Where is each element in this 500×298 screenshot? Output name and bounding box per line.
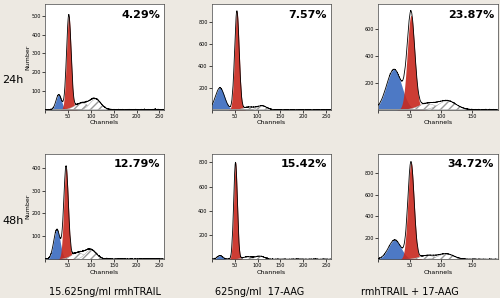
Y-axis label: Number: Number bbox=[25, 194, 30, 219]
Text: 7.57%: 7.57% bbox=[288, 10, 327, 20]
Text: 15.625ng/ml rmhTRAIL: 15.625ng/ml rmhTRAIL bbox=[49, 286, 161, 297]
Text: 34.72%: 34.72% bbox=[448, 159, 494, 169]
X-axis label: Channels: Channels bbox=[424, 120, 452, 125]
Text: 24h: 24h bbox=[2, 75, 24, 86]
Text: 15.42%: 15.42% bbox=[281, 159, 327, 169]
X-axis label: Channels: Channels bbox=[256, 270, 286, 275]
X-axis label: Channels: Channels bbox=[90, 270, 119, 275]
Text: 23.87%: 23.87% bbox=[448, 10, 494, 20]
X-axis label: Channels: Channels bbox=[90, 120, 119, 125]
Text: rmhTRAIL + 17-AAG: rmhTRAIL + 17-AAG bbox=[361, 286, 459, 297]
Text: 4.29%: 4.29% bbox=[122, 10, 160, 20]
X-axis label: Channels: Channels bbox=[256, 120, 286, 125]
Y-axis label: Number: Number bbox=[25, 44, 30, 70]
Text: 12.79%: 12.79% bbox=[114, 159, 160, 169]
Text: 48h: 48h bbox=[2, 215, 24, 226]
X-axis label: Channels: Channels bbox=[424, 270, 452, 275]
Text: 625ng/ml  17-AAG: 625ng/ml 17-AAG bbox=[216, 286, 304, 297]
